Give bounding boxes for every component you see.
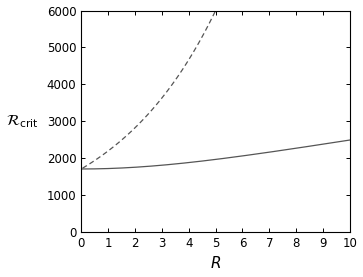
X-axis label: $R$: $R$	[210, 255, 221, 271]
Y-axis label: $\mathcal{R}_{\mathrm{crit}}$: $\mathcal{R}_{\mathrm{crit}}$	[5, 113, 38, 130]
